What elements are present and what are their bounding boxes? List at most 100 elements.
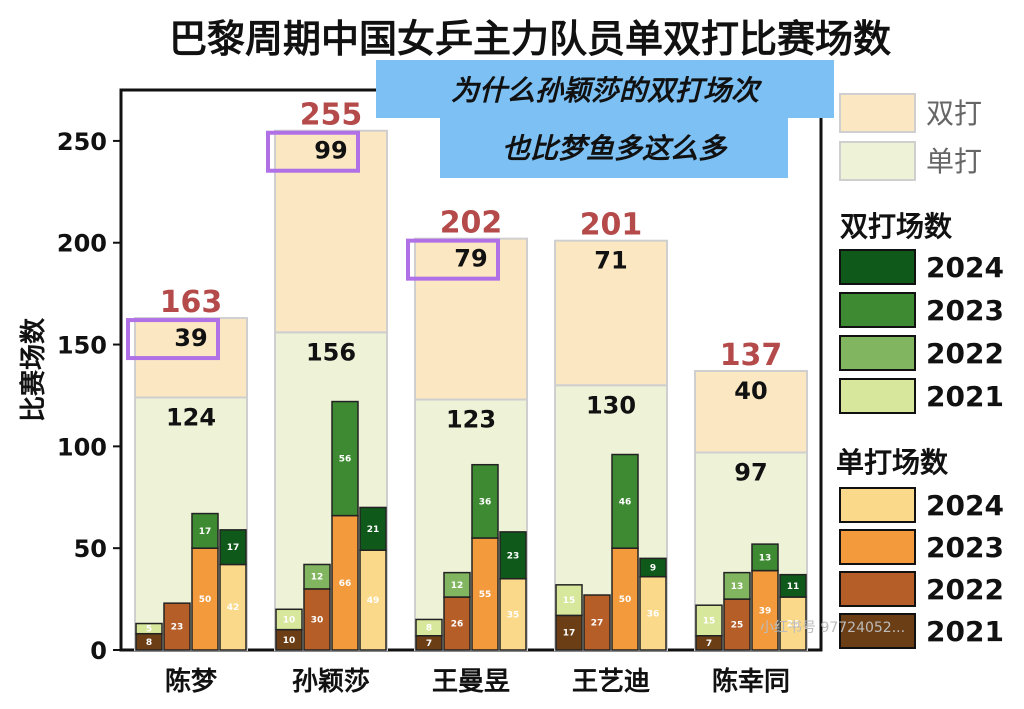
y-tick-label: 200 (57, 230, 107, 258)
legend-label-total: 双打 (926, 97, 982, 130)
singles-year-value: 36 (647, 609, 660, 619)
legend-label-doubles: 2024 (926, 251, 1004, 284)
question-box-line2 (440, 118, 788, 178)
doubles-year-bar (471, 463, 499, 539)
legend-label-singles: 2022 (926, 573, 1004, 606)
overall-total-label: 202 (440, 206, 503, 241)
question-text-line1: 为什么孙颖莎的双打场次 (451, 74, 763, 107)
legend-label-doubles: 2022 (926, 337, 1004, 370)
singles-year-value: 8 (146, 638, 152, 648)
singles-year-bar (359, 549, 387, 651)
doubles-year-value: 8 (426, 624, 432, 634)
legend-swatch-total (839, 141, 916, 181)
singles-year-bar (555, 614, 583, 651)
y-axis: 0 50 100 150 200 250 (57, 128, 121, 665)
doubles-year-bar (611, 453, 639, 549)
doubles-year-value: 12 (311, 573, 324, 583)
legend-label-singles: 2023 (926, 531, 1004, 564)
singles-total-label: 124 (166, 403, 216, 431)
doubles-year-value: 13 (731, 582, 744, 592)
doubles-year-bar (695, 604, 723, 637)
doubles-total-label: 99 (314, 137, 347, 165)
doubles-year-bar (135, 622, 163, 635)
legend-label-doubles: 2021 (926, 380, 1004, 413)
legend-label-total: 单打 (926, 145, 982, 178)
legend-swatch-doubles (839, 378, 916, 414)
singles-year-value: 50 (199, 595, 212, 605)
legend-swatch-doubles (839, 335, 916, 371)
singles-year-value: 39 (759, 606, 772, 616)
doubles-year-value: 12 (451, 581, 464, 591)
singles-year-value: 7 (706, 639, 712, 649)
doubles-year-bar (639, 557, 667, 578)
singles-year-value: 25 (731, 621, 744, 631)
doubles-year-value: 10 (283, 615, 296, 625)
doubles-total-label: 71 (594, 247, 627, 275)
x-category-label: 王艺迪 (572, 667, 650, 697)
legend-swatch-singles (839, 571, 916, 607)
doubles-year-bar (723, 571, 751, 600)
singles-year-bar (163, 602, 191, 651)
doubles-year-value: 23 (507, 551, 520, 561)
watermark: 小红书号 97724052... (760, 620, 905, 636)
legend-label-singles: 2021 (926, 615, 1004, 648)
highlight-box (406, 238, 500, 281)
doubles-year-bar (415, 618, 443, 637)
doubles-total-bar (274, 129, 388, 334)
overall-total-label: 255 (300, 98, 363, 133)
doubles-year-bar (443, 571, 471, 598)
singles-year-bar (191, 547, 219, 651)
y-tick-label: 100 (57, 433, 107, 461)
singles-year-value: 26 (787, 620, 800, 630)
doubles-total-label: 40 (734, 377, 767, 405)
doubles-year-bar (359, 506, 387, 551)
singles-year-value: 42 (227, 603, 240, 613)
x-category-label: 孙颖莎 (292, 667, 370, 697)
doubles-year-value: 15 (563, 596, 576, 606)
legend-swatch-total (839, 93, 916, 133)
singles-year-bar (723, 598, 751, 651)
doubles-year-bar (275, 608, 303, 631)
doubles-total-bar (414, 237, 528, 401)
singles-year-bar (583, 594, 611, 651)
doubles-total-bar (694, 370, 808, 454)
x-axis-labels: 陈梦 孙颖莎 王曼昱 王艺迪 陈幸同 (165, 666, 790, 697)
doubles-year-value: 36 (479, 497, 492, 507)
doubles-year-value: 11 (787, 582, 800, 592)
singles-total-label: 123 (446, 406, 496, 434)
question-box-line1 (376, 60, 834, 118)
singles-year-value: 35 (507, 610, 520, 620)
highlight-box (266, 130, 360, 173)
question-text-line2: 也比梦鱼多这么多 (502, 132, 728, 165)
doubles-year-bar (751, 543, 779, 572)
x-category-label: 王曼昱 (432, 667, 510, 697)
doubles-year-value: 15 (703, 616, 716, 626)
doubles-year-bar (555, 584, 583, 617)
doubles-year-bar (499, 531, 527, 580)
legend-swatch-singles (839, 487, 916, 523)
doubles-total-label: 79 (454, 245, 487, 273)
doubles-total-label: 39 (174, 324, 207, 352)
singles-year-bar (611, 547, 639, 651)
doubles-year-value: 13 (759, 553, 772, 563)
doubles-year-bar (191, 512, 219, 549)
legend-label-singles: 2024 (926, 489, 1004, 522)
singles-year-value: 30 (311, 615, 324, 625)
legend-singles-title: 单打场数 (836, 446, 949, 479)
doubles-year-value: 17 (199, 527, 212, 537)
singles-total-label: 130 (586, 391, 636, 419)
y-tick-label: 0 (90, 637, 107, 665)
doubles-year-bar (779, 573, 807, 598)
overall-total-label: 137 (720, 338, 783, 373)
singles-year-bar (331, 514, 359, 651)
legend-swatch-doubles (839, 292, 916, 328)
legend-swatch-singles (839, 529, 916, 565)
y-axis-label: 比赛场数 (18, 317, 49, 422)
doubles-total-bar (554, 239, 668, 387)
question-callout: 为什么孙颖莎的双打场次 也比梦鱼多这么多 (376, 60, 834, 178)
bars: 124 39 163 8 5 23 50 17 42 17 156 99 255 10 10 30 12 66 56… (126, 98, 808, 652)
y-tick-label: 50 (74, 535, 107, 563)
singles-year-bar (779, 596, 807, 651)
